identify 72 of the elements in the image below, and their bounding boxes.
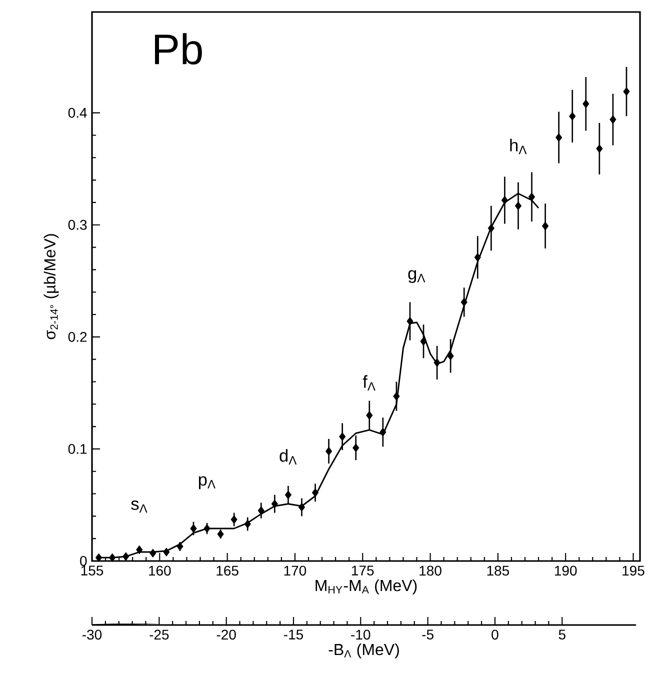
x-tick-label: 170: [284, 566, 306, 576]
x2-tick-label: -30: [82, 630, 102, 640]
point: [176, 542, 184, 551]
x-tick-label: 185: [487, 566, 509, 576]
point: [434, 358, 440, 367]
point: [108, 553, 116, 562]
point: [447, 352, 454, 360]
point: [596, 144, 603, 153]
point: [352, 444, 359, 452]
y-axis-title: σ$_{2-14°}$ (µb/MeV): [44, 234, 59, 340]
y-tick-label: 0: [80, 556, 87, 566]
x2-tick-label: -20: [216, 630, 236, 640]
x2-tick-label: 5: [558, 630, 566, 640]
annotation: h$_{Λ}$: [510, 138, 527, 154]
x-tick-label: 190: [554, 566, 577, 576]
point: [95, 553, 102, 562]
x2-tick-label: -10: [350, 630, 370, 640]
point: [312, 488, 318, 497]
point: [528, 192, 535, 202]
point: [338, 432, 346, 441]
point: [325, 446, 332, 456]
point: [298, 502, 305, 512]
point: [393, 392, 400, 401]
x-tick-label: 165: [216, 566, 238, 576]
y-tick-label: 0.1: [68, 444, 86, 454]
point: [568, 112, 576, 120]
y-tick-label: 0.3: [68, 220, 87, 230]
y-tick-label: 0.4: [68, 108, 87, 118]
point: [136, 546, 142, 554]
point: [258, 506, 264, 515]
point: [190, 524, 197, 533]
point: [406, 316, 414, 326]
point: [501, 196, 508, 204]
x-tick-label: 175: [352, 566, 374, 576]
point: [162, 548, 170, 556]
annotation: Pb: [154, 33, 202, 65]
point: [514, 202, 522, 210]
point: [366, 411, 372, 420]
point: [420, 337, 427, 346]
point: [555, 133, 562, 142]
point: [122, 552, 129, 561]
point: [610, 115, 616, 124]
x-axis-title: M$_{HY}$-M$_{A}$ (MeV): [316, 579, 416, 594]
point: [488, 224, 494, 233]
point: [623, 87, 630, 96]
point: [230, 515, 238, 524]
point: [379, 428, 386, 436]
x2-tick-label: 0: [491, 630, 498, 640]
point: [582, 100, 589, 108]
x2-tick-label: -5: [422, 630, 434, 640]
x-tick-label: 195: [622, 566, 644, 576]
point: [204, 524, 210, 533]
point: [149, 548, 156, 558]
point: [460, 298, 468, 306]
x2-tick-label: -25: [150, 630, 169, 640]
x-tick-label: 160: [148, 566, 171, 576]
point: [244, 520, 251, 528]
x-tick-label: 180: [419, 566, 442, 576]
annotation: p$_{Λ}$: [198, 476, 216, 490]
point: [271, 500, 278, 508]
annotation: f$_{Λ}$: [362, 375, 376, 391]
point: [217, 530, 224, 538]
point: [284, 490, 292, 500]
x-tick-label: 155: [81, 566, 103, 576]
y-tick-label: 0.2: [68, 332, 86, 342]
annotation: g$_{Λ}$: [408, 270, 426, 283]
point: [474, 253, 481, 262]
point: [542, 222, 548, 230]
x2-tick-label: -15: [284, 630, 303, 640]
annotation: s$_{Λ}$: [130, 500, 148, 513]
x2-axis-title: -B$_{Λ}$ (MeV): [328, 643, 399, 658]
annotation: d$_{Λ}$: [280, 449, 297, 464]
